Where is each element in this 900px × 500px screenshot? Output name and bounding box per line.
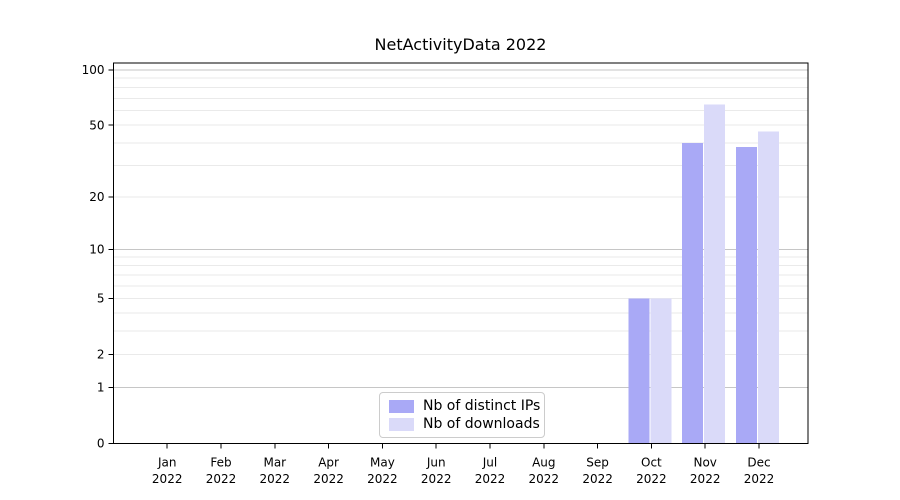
legend-label-downloads: Nb of downloads — [423, 416, 540, 432]
x-tick-sublabel-aug: 2022 — [529, 472, 560, 486]
bar-oct-downloads — [650, 298, 672, 444]
legend-item-distinct-ips: Nb of distinct IPs — [389, 398, 540, 414]
bar-nov-distinct-ips — [682, 142, 704, 444]
x-tick-label-jul: Jul — [482, 456, 497, 470]
x-tick-sublabel-mar: 2022 — [260, 472, 291, 486]
x-tick-label-mar: Mar — [263, 456, 286, 470]
x-tick-label-jan: Jan — [157, 456, 177, 470]
bar-oct-distinct-ips — [628, 298, 650, 444]
bar-dec-downloads — [758, 131, 779, 444]
x-tick-sublabel-apr: 2022 — [313, 472, 344, 486]
y-tick-label-1: 1 — [97, 381, 105, 395]
x-tick-sublabel-may: 2022 — [367, 472, 398, 486]
x-tick-sublabel-jan: 2022 — [152, 472, 183, 486]
x-tick-sublabel-jun: 2022 — [421, 472, 452, 486]
plot-border — [113, 62, 809, 444]
x-tick-label-dec: Dec — [747, 456, 770, 470]
legend-item-downloads: Nb of downloads — [389, 416, 540, 432]
y-tick-label-20: 20 — [89, 190, 104, 204]
bar-nov-downloads — [704, 104, 726, 444]
y-tick-label-2: 2 — [97, 348, 105, 362]
y-tick-label-100: 100 — [82, 63, 105, 77]
y-tick-label-5: 5 — [97, 292, 105, 306]
bar-dec-distinct-ips — [736, 146, 757, 444]
x-tick-sublabel-dec: 2022 — [744, 472, 775, 486]
y-tick-label-10: 10 — [89, 243, 104, 257]
x-tick-label-aug: Aug — [532, 456, 555, 470]
x-tick-sublabel-oct: 2022 — [636, 472, 667, 486]
legend-swatch-distinct-ips-icon — [389, 399, 414, 413]
x-tick-label-nov: Nov — [693, 456, 716, 470]
legend-swatch-downloads-icon — [389, 417, 414, 431]
x-tick-sublabel-nov: 2022 — [690, 472, 721, 486]
x-tick-label-sep: Sep — [586, 456, 609, 470]
legend-label-distinct-ips: Nb of distinct IPs — [423, 398, 541, 414]
x-tick-sublabel-jul: 2022 — [475, 472, 506, 486]
y-tick-label-0: 0 — [97, 437, 105, 451]
x-tick-label-feb: Feb — [210, 456, 231, 470]
chart-title: NetActivityData 2022 — [374, 35, 547, 54]
legend: Nb of distinct IPs Nb of downloads — [379, 392, 545, 438]
x-tick-label-oct: Oct — [641, 456, 662, 470]
y-tick-label-50: 50 — [89, 118, 104, 132]
x-tick-label-jun: Jun — [426, 456, 446, 470]
x-tick-sublabel-sep: 2022 — [582, 472, 613, 486]
x-tick-sublabel-feb: 2022 — [206, 472, 237, 486]
x-tick-label-may: May — [370, 456, 395, 470]
x-tick-label-apr: Apr — [318, 456, 339, 470]
